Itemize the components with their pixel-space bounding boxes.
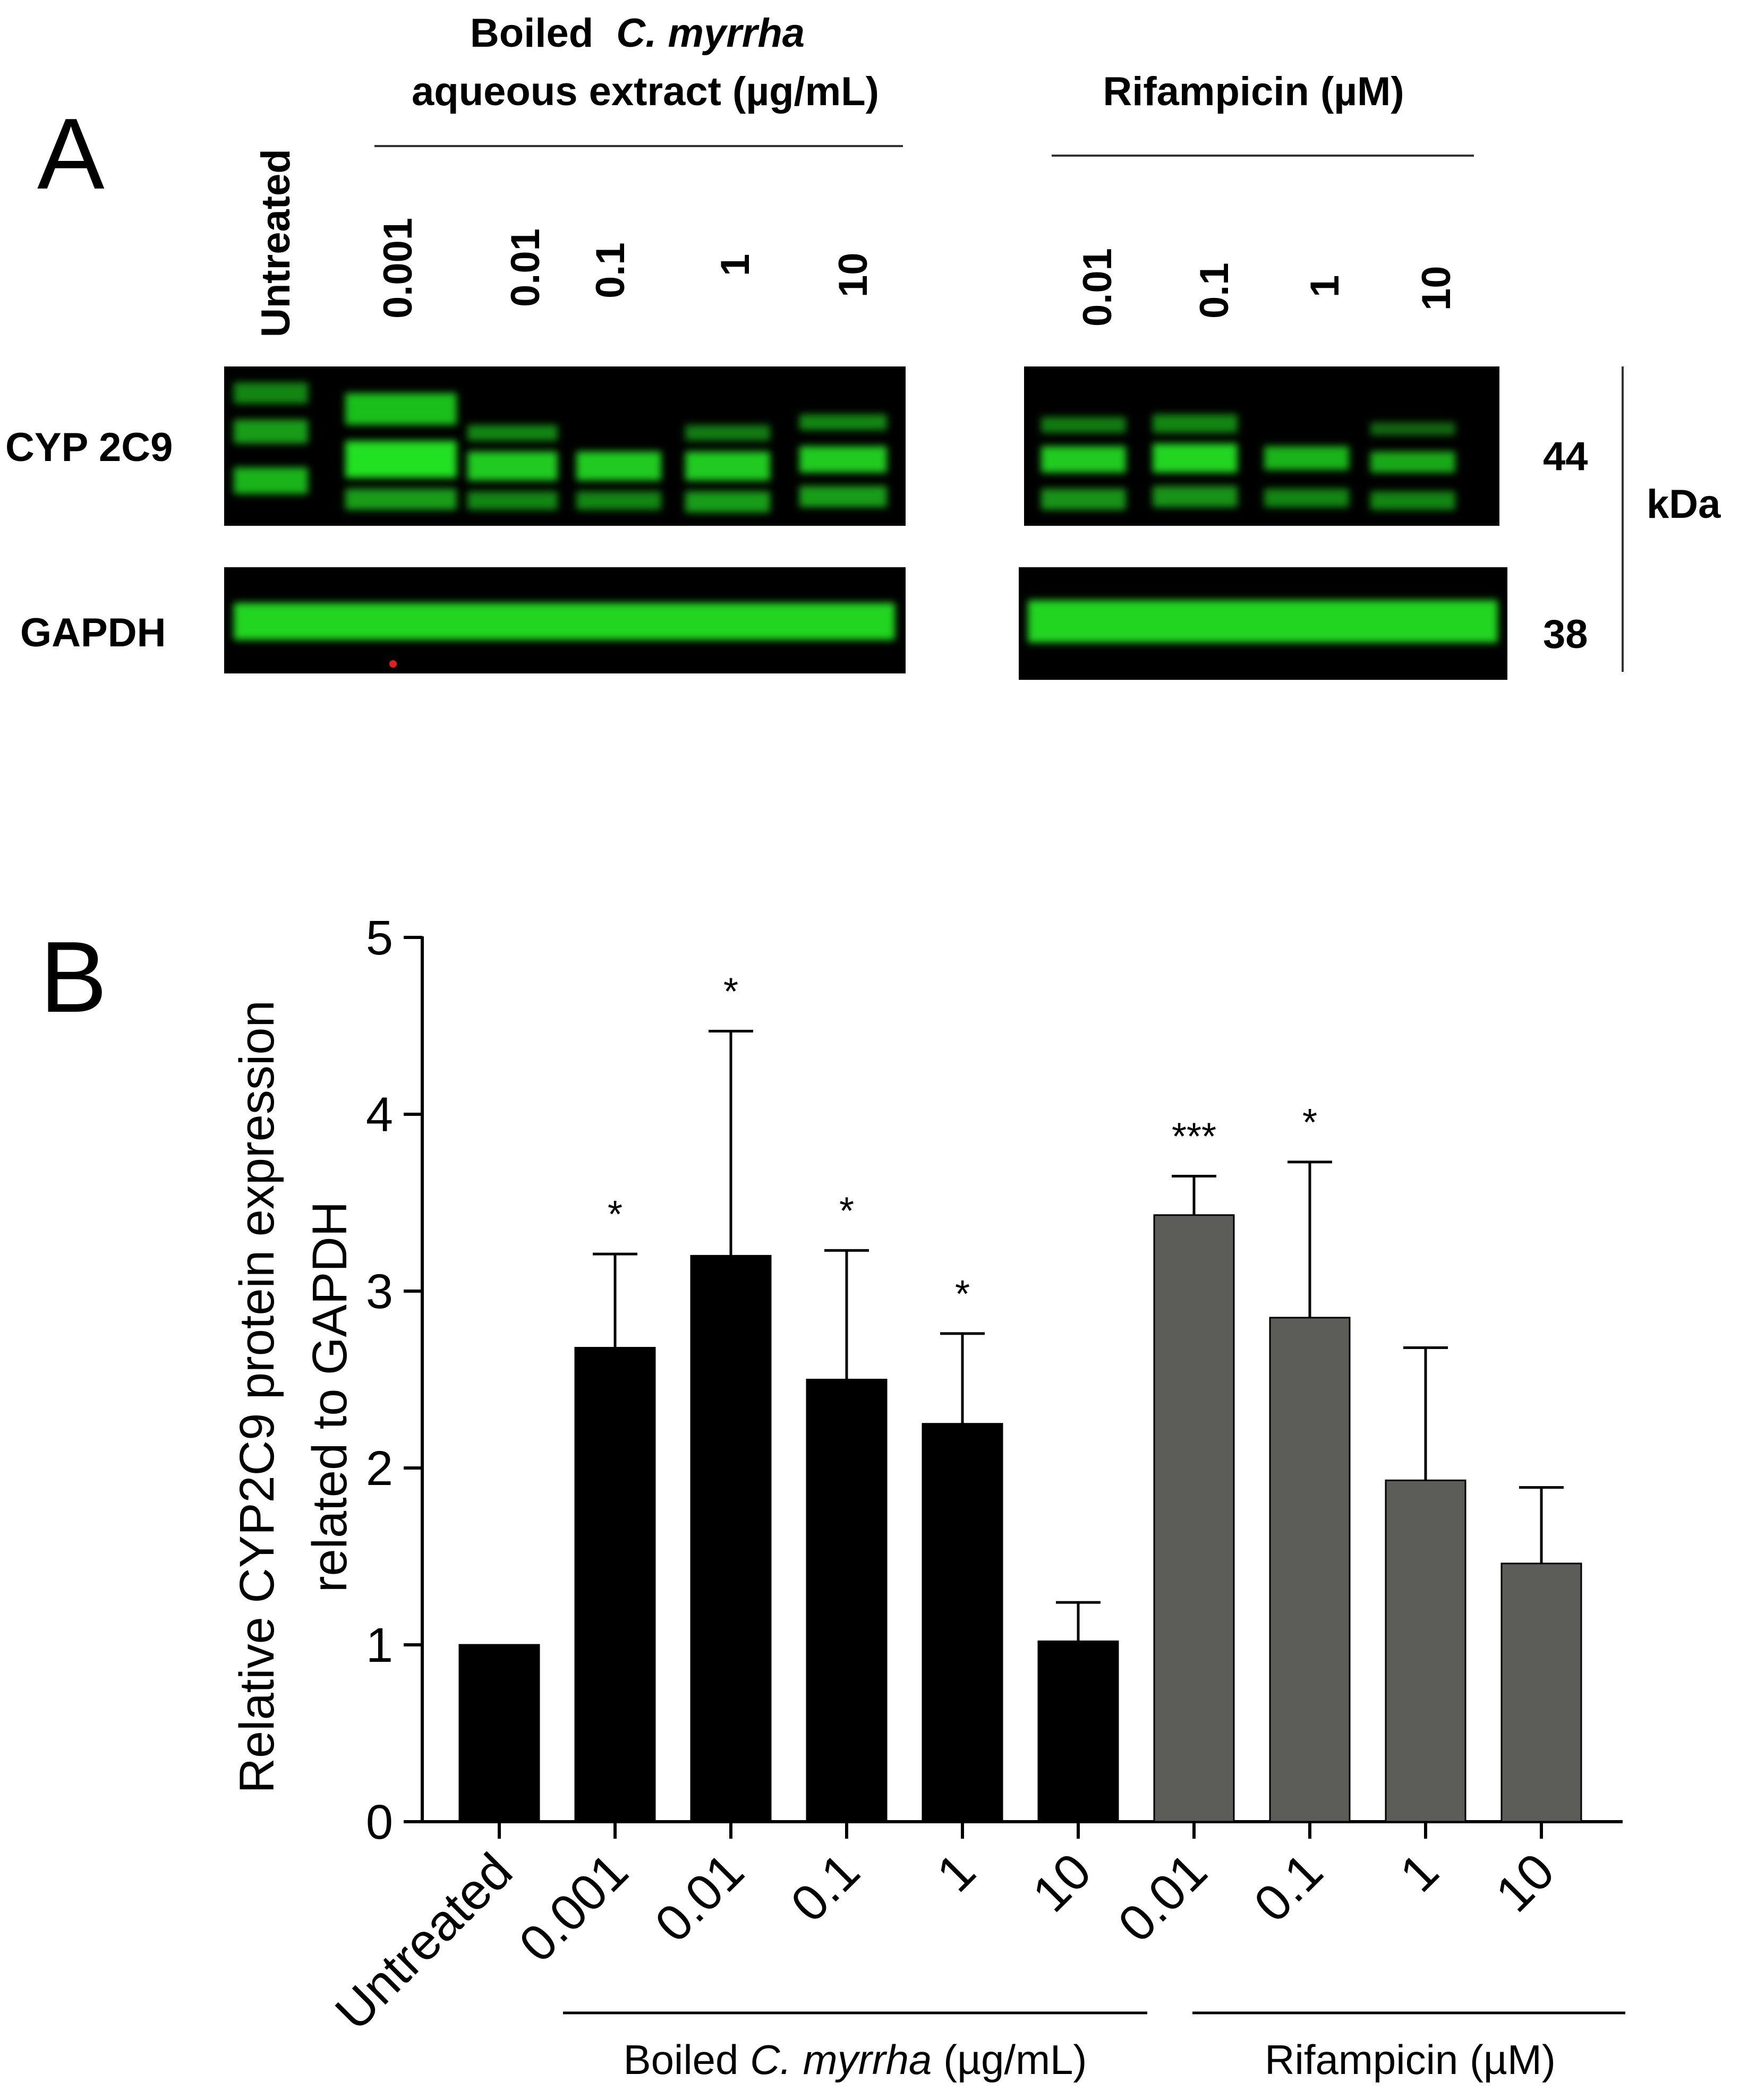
panel-b-letter: B (40, 921, 107, 1034)
category-label-7: 0.1 (1243, 1842, 1334, 1933)
cm-header-species: C. myrrha (616, 11, 805, 56)
bar-2 (690, 1254, 772, 1823)
category-label-1: 0.001 (508, 1842, 639, 1973)
cm-bracket-label: Boiled C. myrrha (µg/mL) (624, 2036, 1087, 2083)
category-label-3: 0.1 (780, 1842, 871, 1933)
cm-bracket-species: C. myrrha (750, 2036, 932, 2083)
lane-label-cm-0.001: 0.001 (376, 218, 421, 319)
bar-3 (806, 1379, 888, 1823)
category-label-0: Untreated (325, 1842, 523, 2041)
kda-label: kDa (1647, 482, 1721, 527)
lane-label-rif-0.01: 0.01 (1075, 248, 1120, 327)
bar-8 (1385, 1479, 1466, 1823)
gapdh-blot-left (224, 567, 906, 673)
significance-4: * (955, 1273, 970, 1316)
cyp2c9-blot-left-bg (224, 366, 906, 526)
lane-label-rif-1: 1 (1302, 275, 1348, 297)
row-label-gapdh: GAPDH (20, 610, 166, 655)
cyp2c9-blot-right (1024, 366, 1499, 526)
gapdh-blot-right (1019, 567, 1507, 680)
bar-7 (1269, 1317, 1351, 1823)
significance-1: * (608, 1193, 623, 1236)
category-label-2: 0.01 (644, 1842, 755, 1953)
y-tick-label-3: 3 (366, 1265, 393, 1319)
significance-7: * (1302, 1102, 1317, 1144)
bar-4 (922, 1423, 1003, 1823)
bar-0 (458, 1644, 540, 1823)
panel-a-letter: A (37, 98, 105, 210)
y-axis-title-line2: related to GAPDH (303, 1201, 357, 1592)
cm-header-prefix: Boiled (470, 11, 593, 56)
bar-plot: 0 1 2 3 4 5 Untreated * 0.001 * 0.01 * 0.1 * 1 10 *** 0.0… (325, 911, 1623, 2041)
bar-5 (1037, 1640, 1119, 1823)
lane-label-cm-1: 1 (713, 254, 758, 276)
y-tick-label-5: 5 (366, 911, 393, 965)
lane-label-cm-10: 10 (831, 252, 876, 297)
y-tick-label-2: 2 (366, 1441, 393, 1496)
bar-1 (574, 1347, 656, 1823)
significance-3: * (839, 1190, 854, 1232)
rif-bracket-label: Rifampicin (µM) (1265, 2036, 1556, 2083)
y-axis-title: Relative CYP2C9 protein expression relat… (230, 1000, 357, 1793)
bar-9 (1500, 1563, 1582, 1823)
category-label-4: 1 (926, 1842, 986, 1902)
lane-label-cm-0.1: 0.1 (588, 242, 633, 298)
y-tick-label-1: 1 (366, 1618, 393, 1672)
significance-2: * (723, 970, 738, 1013)
marker-44: 44 (1543, 434, 1588, 479)
marker-38: 38 (1543, 612, 1588, 657)
category-label-5: 10 (1022, 1842, 1102, 1923)
rif-group-header: Rifampicin (µM) (1103, 69, 1404, 114)
category-label-8: 1 (1389, 1842, 1449, 1902)
y-tick-label-4: 4 (366, 1088, 393, 1142)
cyp2c9-blot-left (224, 366, 906, 526)
lane-label-cm-0.01: 0.01 (503, 228, 548, 307)
cm-bracket-prefix: Boiled (624, 2036, 751, 2083)
significance-6: *** (1172, 1116, 1216, 1158)
row-label-cyp2c9: CYP 2C9 (5, 425, 173, 470)
lane-label-untreated: Untreated (253, 149, 299, 337)
cm-group-header-line2: aqueous extract (µg/mL) (412, 69, 879, 114)
lane-label-rif-10: 10 (1414, 266, 1459, 311)
lane-label-rif-0.1: 0.1 (1192, 262, 1237, 319)
y-axis-title-line1: Relative CYP2C9 protein expression (230, 1000, 284, 1793)
cm-bracket-suffix: (µg/mL) (932, 2036, 1087, 2083)
y-tick-label-0: 0 (366, 1795, 393, 1849)
category-label-6: 0.01 (1107, 1842, 1218, 1953)
cm-group-header-line1: Boiled C. myrrha (470, 11, 805, 56)
bar-6 (1153, 1214, 1235, 1823)
category-label-9: 10 (1485, 1842, 1565, 1923)
